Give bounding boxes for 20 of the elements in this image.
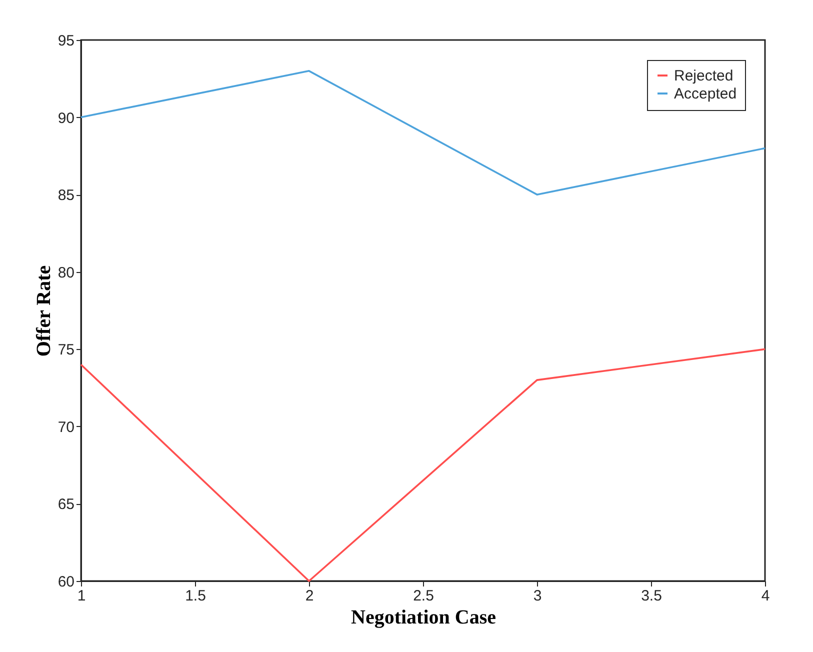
x-tick-label: 2 [305,588,314,604]
y-tick-label: 95 [58,32,74,50]
y-tick-label: 80 [58,264,74,282]
y-axis-title: Offer Rate [32,265,55,357]
legend-label: Accepted [674,86,737,102]
x-tick-label: 1.5 [185,588,206,604]
x-tick-label: 3 [533,588,542,604]
y-tick-label: 65 [58,496,74,514]
y-tick-label: 85 [58,187,74,204]
x-tick-label: 4 [761,588,770,604]
x-tick-label: 2.5 [413,588,434,604]
x-axis-title: Negotiation Case [351,606,496,628]
y-tick-label: 75 [58,342,74,359]
y-tick-label: 70 [58,418,74,436]
legend-label: Rejected [674,68,734,84]
x-tick-label: 1 [77,588,86,604]
y-tick-label: 60 [58,574,74,590]
y-tick-label: 90 [58,110,74,127]
line-series [80,70,766,196]
x-tick-label: 3.5 [641,588,662,604]
